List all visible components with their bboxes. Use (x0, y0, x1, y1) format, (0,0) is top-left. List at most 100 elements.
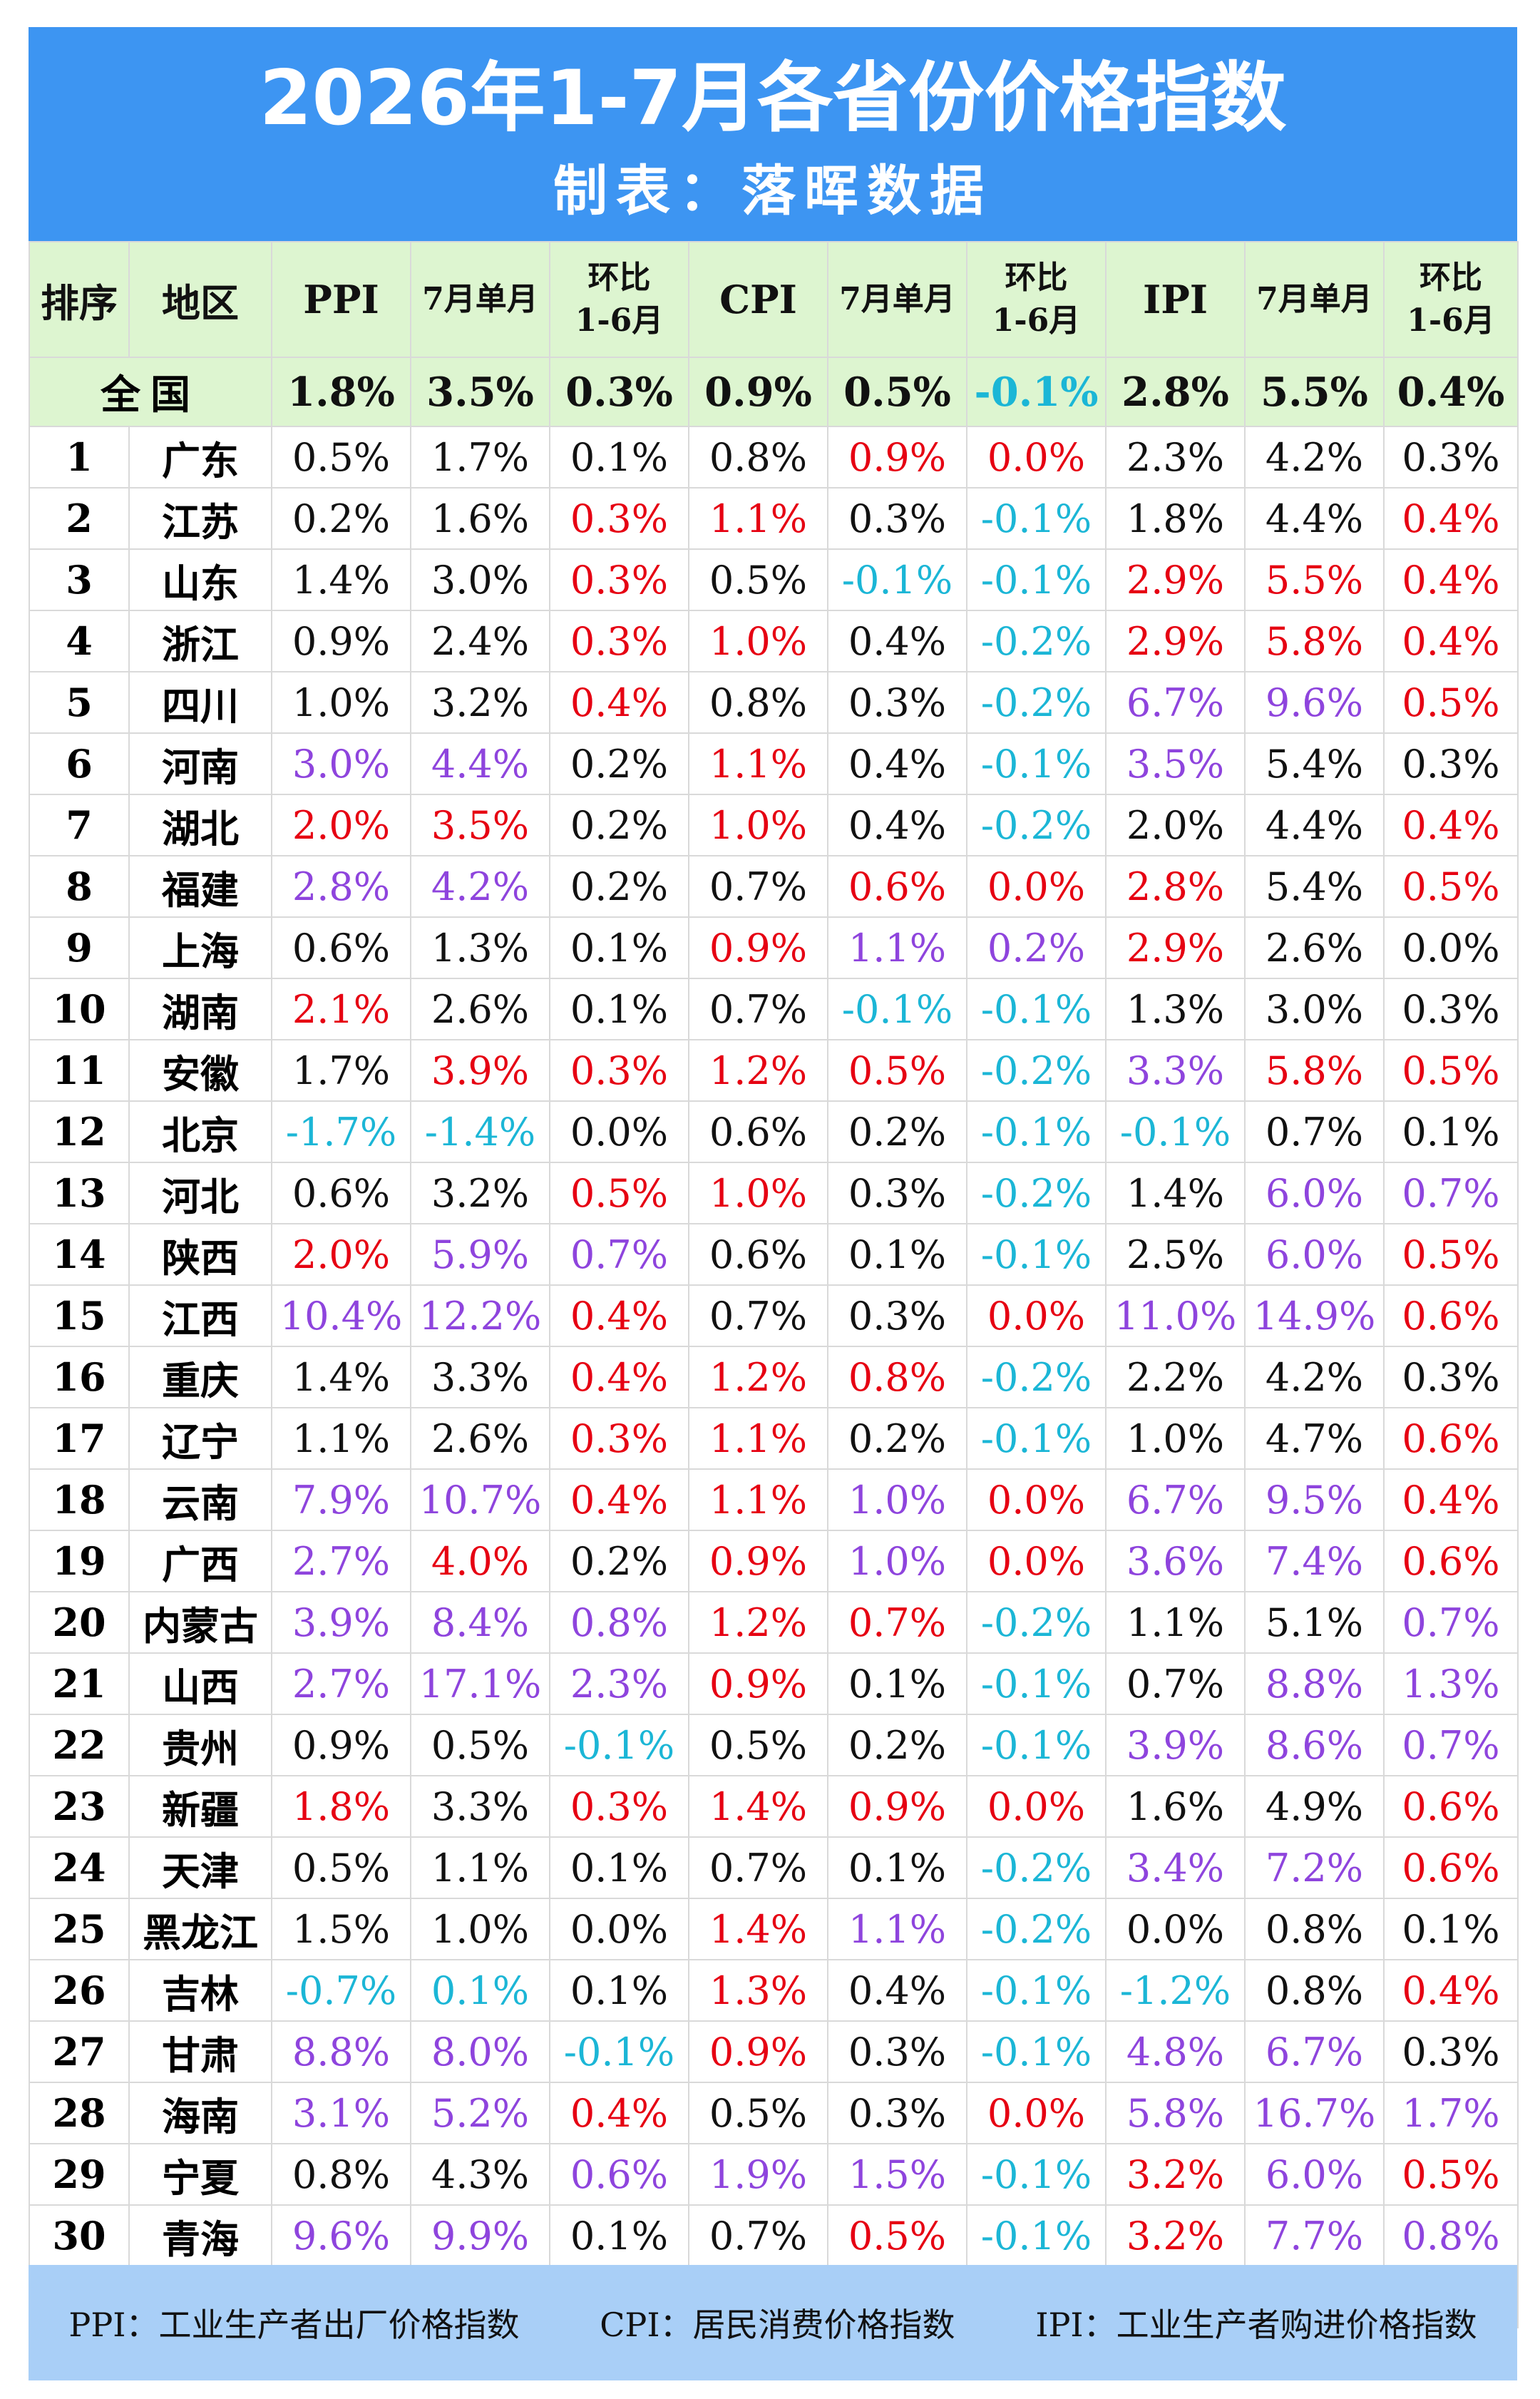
value-cell: -0.1% (966, 2204, 1107, 2267)
value-cell: 0.7% (688, 978, 828, 1040)
value-cell: 1.1% (827, 1898, 967, 1960)
value-cell: 1.1% (410, 1836, 550, 1899)
value-cell: -0.2% (966, 1162, 1107, 1224)
value-cell: 0.6% (688, 1223, 828, 1286)
value-cell: 2.7% (271, 1652, 411, 1715)
value-cell: 2.6% (1244, 916, 1385, 979)
table-row: 12 北京 -1.7% -1.4% 0.0% 0.6% 0.2% -0.1% -0.1% 0.7%… (29, 1100, 1519, 1163)
rank-cell: 11 (29, 1039, 130, 1102)
value-cell: 1.1% (688, 1407, 828, 1470)
header-ipi-mom-line: 环比 (1420, 260, 1482, 296)
value-cell: 1.3% (688, 1959, 828, 2022)
value-cell: 4.7% (1244, 1407, 1385, 1470)
value-cell: 1.2% (688, 1039, 828, 1102)
national-value: 3.5% (410, 357, 550, 427)
value-cell: 0.2% (827, 1714, 967, 1776)
legend-footer: PPI：工业生产者出厂价格指数 CPI：居民消费价格指数 IPI：工业生产者购进… (29, 2265, 1517, 2380)
region-cell: 新疆 (128, 1775, 272, 1838)
value-cell: 0.1% (827, 1223, 967, 1286)
value-cell: 0.4% (549, 1284, 689, 1347)
value-cell: 1.1% (688, 1468, 828, 1531)
region-cell: 广东 (128, 426, 272, 489)
value-cell: 0.1% (410, 1959, 550, 2022)
value-cell: 0.0% (966, 1468, 1107, 1531)
value-cell: -0.1% (966, 1959, 1107, 2022)
value-cell: 0.3% (549, 610, 689, 672)
value-cell: -0.2% (966, 1346, 1107, 1408)
value-cell: 0.5% (827, 2204, 967, 2267)
value-cell: -0.1% (966, 2143, 1107, 2206)
value-cell: 0.7% (1244, 1100, 1385, 1163)
value-cell: 1.5% (271, 1898, 411, 1960)
value-cell: -0.2% (966, 671, 1107, 734)
value-cell: 4.2% (1244, 426, 1385, 489)
value-cell: 0.8% (1244, 1959, 1385, 2022)
value-cell: 3.2% (410, 1162, 550, 1224)
value-cell: 1.1% (271, 1407, 411, 1470)
value-cell: 1.7% (410, 426, 550, 489)
table-row: 1 广东 0.5% 1.7% 0.1% 0.8% 0.9% 0.0% 2.3% 4.2% 0.3% (29, 426, 1519, 489)
table-row: 7 湖北 2.0% 3.5% 0.2% 1.0% 0.4% -0.2% 2.0% 4.4% 0.4% (29, 794, 1519, 856)
value-cell: 2.1% (271, 978, 411, 1040)
value-cell: 0.6% (271, 1162, 411, 1224)
value-cell: 1.0% (688, 610, 828, 672)
value-cell: 0.3% (549, 1775, 689, 1838)
region-cell: 山东 (128, 548, 272, 611)
value-cell: 0.1% (549, 978, 689, 1040)
value-cell: 5.8% (1244, 1039, 1385, 1102)
value-cell: -0.1% (966, 1100, 1107, 1163)
value-cell: 1.2% (688, 1346, 828, 1408)
header-row: 排序 地区 PPI 7月单月 环比 1-6月 CPI 7月单月 环比 1-6月 IP… (29, 241, 1519, 358)
value-cell: 0.3% (827, 2020, 967, 2083)
value-cell: 1.4% (271, 548, 411, 611)
value-cell: 1.3% (1105, 978, 1246, 1040)
value-cell: 0.3% (1383, 978, 1519, 1040)
table-row: 14 陕西 2.0% 5.9% 0.7% 0.6% 0.1% -0.1% 2.5% 6.0% 0.5… (29, 1223, 1519, 1286)
header-cpi-mom: 环比 1-6月 (966, 241, 1107, 358)
value-cell: 0.5% (410, 1714, 550, 1776)
value-cell: 1.4% (688, 1898, 828, 1960)
value-cell: 3.5% (1105, 732, 1246, 795)
value-cell: 0.4% (1383, 610, 1519, 672)
value-cell: 0.9% (688, 916, 828, 979)
value-cell: 10.7% (410, 1468, 550, 1531)
value-cell: 0.3% (549, 548, 689, 611)
value-cell: -0.1% (966, 487, 1107, 550)
region-cell: 北京 (128, 1100, 272, 1163)
value-cell: 5.4% (1244, 732, 1385, 795)
value-cell: 0.7% (1383, 1591, 1519, 1654)
value-cell: 2.0% (1105, 794, 1246, 856)
value-cell: 0.5% (549, 1162, 689, 1224)
region-cell: 江苏 (128, 487, 272, 550)
region-cell: 宁夏 (128, 2143, 272, 2206)
price-index-table: 排序 地区 PPI 7月单月 环比 1-6月 CPI 7月单月 环比 1-6月 IP… (29, 241, 1519, 2328)
table-row: 29 宁夏 0.8% 4.3% 0.6% 1.9% 1.5% -0.1% 3.2% 6.0% 0.5… (29, 2143, 1519, 2206)
value-cell: 7.7% (1244, 2204, 1385, 2267)
header-ppi-mom-line: 1-6月 (575, 302, 664, 339)
table-row: 23 新疆 1.8% 3.3% 0.3% 1.4% 0.9% 0.0% 1.6% 4.9% 0.6% (29, 1775, 1519, 1838)
region-cell: 吉林 (128, 1959, 272, 2022)
value-cell: 3.2% (410, 671, 550, 734)
value-cell: 0.4% (1383, 487, 1519, 550)
value-cell: 0.5% (271, 1836, 411, 1899)
region-cell: 贵州 (128, 1714, 272, 1776)
value-cell: 0.9% (688, 1530, 828, 1592)
value-cell: 17.1% (410, 1652, 550, 1715)
value-cell: 0.2% (966, 916, 1107, 979)
value-cell: 10.4% (271, 1284, 411, 1347)
header-ipi: IPI (1105, 241, 1246, 358)
value-cell: 0.8% (688, 426, 828, 489)
region-cell: 山西 (128, 1652, 272, 1715)
table-row: 5 四川 1.0% 3.2% 0.4% 0.8% 0.3% -0.2% 6.7% 9.6% 0.5% (29, 671, 1519, 734)
rank-cell: 17 (29, 1407, 130, 1470)
rank-cell: 2 (29, 487, 130, 550)
region-cell: 上海 (128, 916, 272, 979)
region-cell: 陕西 (128, 1223, 272, 1286)
value-cell: 0.9% (688, 1652, 828, 1715)
value-cell: 0.1% (1383, 1100, 1519, 1163)
value-cell: 0.4% (549, 671, 689, 734)
value-cell: -1.4% (410, 1100, 550, 1163)
value-cell: 1.1% (688, 487, 828, 550)
header-cpi-mom-line: 1-6月 (992, 302, 1081, 339)
value-cell: 0.8% (688, 671, 828, 734)
